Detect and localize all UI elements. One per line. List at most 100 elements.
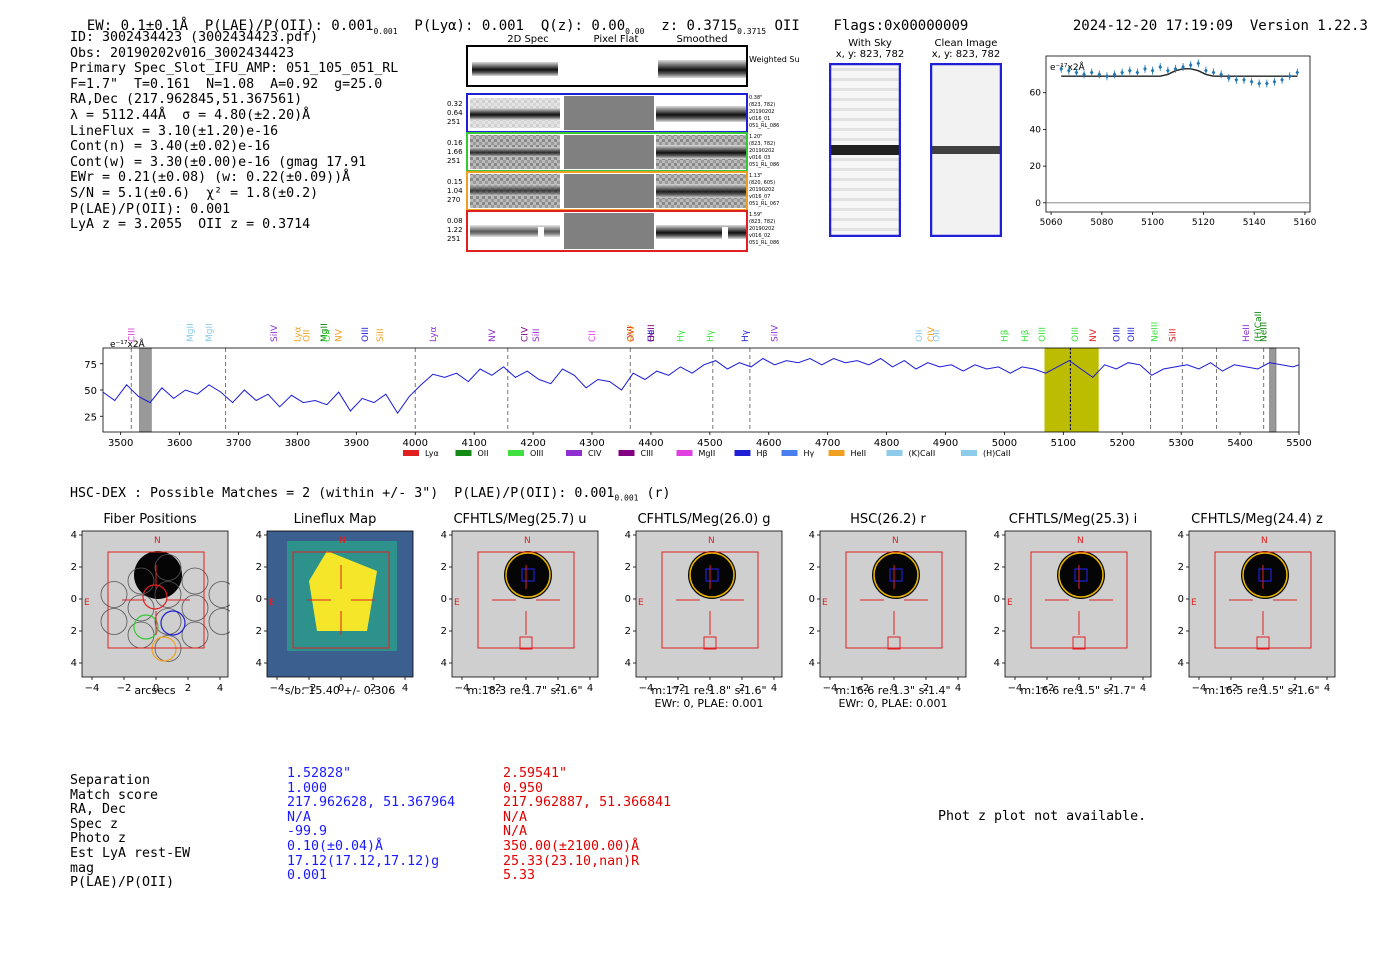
row-right-1: (823, 782) bbox=[749, 219, 775, 225]
panel-frame bbox=[635, 530, 783, 678]
panel-ytick-label: 4 bbox=[994, 530, 1000, 541]
panel-ytick-label: 2 bbox=[1178, 562, 1184, 573]
line-id-text: CII bbox=[588, 330, 598, 342]
source-blob bbox=[1241, 551, 1289, 599]
label-separation: Separation bbox=[70, 773, 151, 788]
line-id-text: OII bbox=[933, 330, 943, 342]
row-right-4: 051_RL_086 bbox=[749, 123, 779, 129]
match-box bbox=[1258, 568, 1272, 582]
search-box bbox=[1030, 551, 1128, 649]
panel-xtick-label: 4 bbox=[587, 683, 593, 692]
row-left-0: 0.15 bbox=[447, 178, 463, 186]
panel-xtick-label: −4 bbox=[455, 683, 470, 692]
row-right-0: 1.13" bbox=[749, 173, 762, 179]
fiber-circle bbox=[154, 554, 182, 581]
zoom-point bbox=[1211, 70, 1216, 76]
line-id-label: NV bbox=[1089, 328, 1099, 342]
panel-xtick-label: −2 bbox=[487, 683, 502, 692]
offset-box bbox=[1256, 636, 1270, 650]
zoom-point bbox=[1082, 71, 1086, 77]
line-id-text: HeII bbox=[1242, 324, 1252, 342]
legend-swatch bbox=[403, 450, 419, 456]
zoom-ytick-label: 40 bbox=[1030, 125, 1042, 135]
line-id-label: NV bbox=[488, 328, 498, 342]
panel-ytick-label: 4 bbox=[625, 530, 631, 541]
zoom-point bbox=[1135, 70, 1140, 76]
panel-xtick-label: 0 bbox=[338, 683, 344, 692]
line-id-text: MgII bbox=[320, 323, 330, 342]
fiber-circle bbox=[181, 567, 209, 595]
panel-caption-2: EWr: 0, PLAE: 0.001 bbox=[654, 697, 764, 710]
panel-ytick-label: −2 bbox=[993, 626, 1000, 637]
image-panel: CFHTLS/Meg(25.7) u N E 4 2 0 −2 −4 −4 −2 0 2 4 m:18.3… bbox=[432, 512, 610, 697]
spectrum-xtick-label: 4400 bbox=[638, 438, 663, 449]
panel-xtick-label: −2 bbox=[302, 683, 317, 692]
image-panel: Lineflux Map N E 4 2 0 −2 −4 −4 −2 0 2 4 s/b: 15.40 +… bbox=[247, 512, 425, 697]
zoom-xtick-label: 5140 bbox=[1243, 218, 1266, 228]
zoom-xtick-label: 5080 bbox=[1090, 218, 1113, 228]
hsc-dex-line: HSC-DEX : Possible Matches = 2 (within +… bbox=[70, 486, 671, 503]
info-line: Cont(w) = 3.30(±0.00)e-16 (gmag 17.91 bbox=[70, 154, 367, 170]
info-line: ID: 3002434423 (3002434423.pdf) bbox=[70, 30, 319, 45]
line-id-label: CII bbox=[588, 330, 598, 342]
zoom-point bbox=[1287, 73, 1292, 79]
panel-caption: arcsecs bbox=[134, 684, 176, 697]
panel-xtick-label: 0 bbox=[1076, 683, 1082, 692]
aperture-ellipse bbox=[505, 552, 551, 598]
panel-xtick-label: −4 bbox=[1008, 683, 1023, 692]
line-id-text: SiIV bbox=[627, 324, 637, 342]
spectrum-xtick-label: 4500 bbox=[697, 438, 722, 449]
zoom-point bbox=[1074, 70, 1079, 76]
panel-xtick-label: −2 bbox=[855, 683, 870, 692]
full-data-layer: 3500 3600 3700 3800 3900 4000 4100 4200 4300 4400… bbox=[84, 311, 1311, 458]
row-2d-gap bbox=[538, 227, 544, 241]
line-id-text: Hγ bbox=[741, 329, 751, 342]
panel-caption: m:16.6 re:1.5" s:1.7" bbox=[1020, 684, 1136, 697]
timestamp: 2024-12-20 17:19:09 bbox=[1072, 18, 1234, 34]
row-left-1: 1.04 bbox=[447, 187, 463, 195]
legend-swatch bbox=[961, 450, 977, 456]
zoom-point bbox=[1089, 70, 1094, 76]
source-blob bbox=[134, 551, 182, 599]
panel-frame bbox=[1188, 530, 1336, 678]
spectrum-ytick-label: 25 bbox=[84, 412, 97, 423]
image-panel: HSC(26.2) r N E 4 2 0 −2 −4 −4 −2 0 2 4 m:16.6 re:1.3… bbox=[800, 512, 978, 710]
spectrum-xtick-label: 4600 bbox=[756, 438, 781, 449]
row-flat bbox=[564, 135, 654, 169]
panel-ytick-label: 0 bbox=[71, 594, 77, 605]
zoom-point bbox=[1204, 68, 1208, 74]
clean-trace bbox=[932, 146, 1000, 154]
match2-column: 2.59541" 0.950 217.962887, 51.366841 N/A… bbox=[503, 766, 671, 884]
line-id-label: SiIV bbox=[771, 324, 781, 342]
col-title-pixelflat: Pixel Flat bbox=[593, 34, 639, 45]
spectrum-xtick-label: 3800 bbox=[285, 438, 310, 449]
line-id-label: CIV bbox=[927, 326, 937, 342]
row-flat bbox=[564, 213, 654, 249]
masked-band bbox=[1269, 347, 1277, 433]
with-sky-label: With Sky bbox=[848, 38, 892, 49]
aperture-ellipse bbox=[1058, 552, 1104, 598]
weighted-smoothed bbox=[658, 60, 746, 78]
zoom-xtick-label: 5160 bbox=[1293, 218, 1316, 228]
header-qz: Q(z): 0.00 bbox=[540, 18, 626, 34]
row-left-2: 251 bbox=[447, 118, 460, 126]
header-plae: P(LAE)/P(OII): 0.001 bbox=[204, 18, 374, 34]
line-id-text: CIV bbox=[927, 326, 937, 342]
offset-box bbox=[1072, 636, 1086, 650]
label-plae: P(LAE)/P(OII) bbox=[70, 875, 175, 891]
line-id-text: NeIII bbox=[1260, 322, 1270, 342]
line-id-label: OIII bbox=[361, 327, 371, 342]
clean-coord: x, y: 823, 782 bbox=[931, 49, 1001, 60]
fiber-blue bbox=[160, 610, 186, 636]
match1-mag: 17.12(17.12,17.12)g bbox=[287, 853, 440, 869]
hsc-plae: P(LAE)/P(OII): 0.001 bbox=[454, 486, 615, 501]
legend-label: OIII bbox=[530, 449, 543, 458]
line-id-label: Hγ bbox=[676, 329, 686, 342]
line-id-label: Hβ bbox=[1000, 329, 1010, 342]
clean-frame bbox=[930, 63, 1002, 237]
match-box bbox=[1074, 568, 1088, 582]
north-label: N bbox=[154, 536, 161, 546]
panel-ytick-label: 4 bbox=[71, 530, 77, 541]
offset-box bbox=[887, 636, 901, 650]
panel-ytick-label: 0 bbox=[1178, 594, 1184, 605]
